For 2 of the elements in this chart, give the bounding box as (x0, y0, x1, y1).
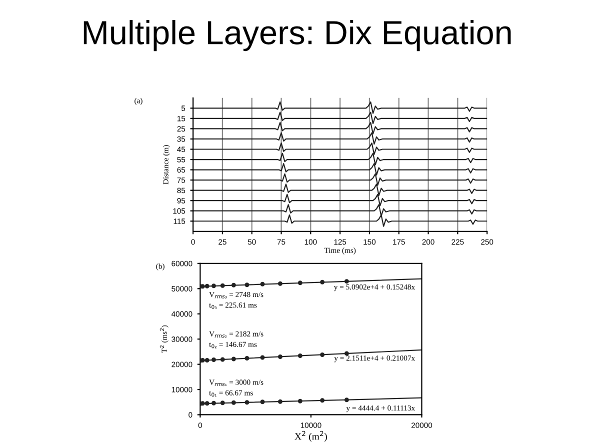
x-axis-title: X$^{2}$ (m$^{2}$) (294, 430, 327, 442)
chart-title: Multiple Layers: Dix Equation (84, 20, 511, 52)
